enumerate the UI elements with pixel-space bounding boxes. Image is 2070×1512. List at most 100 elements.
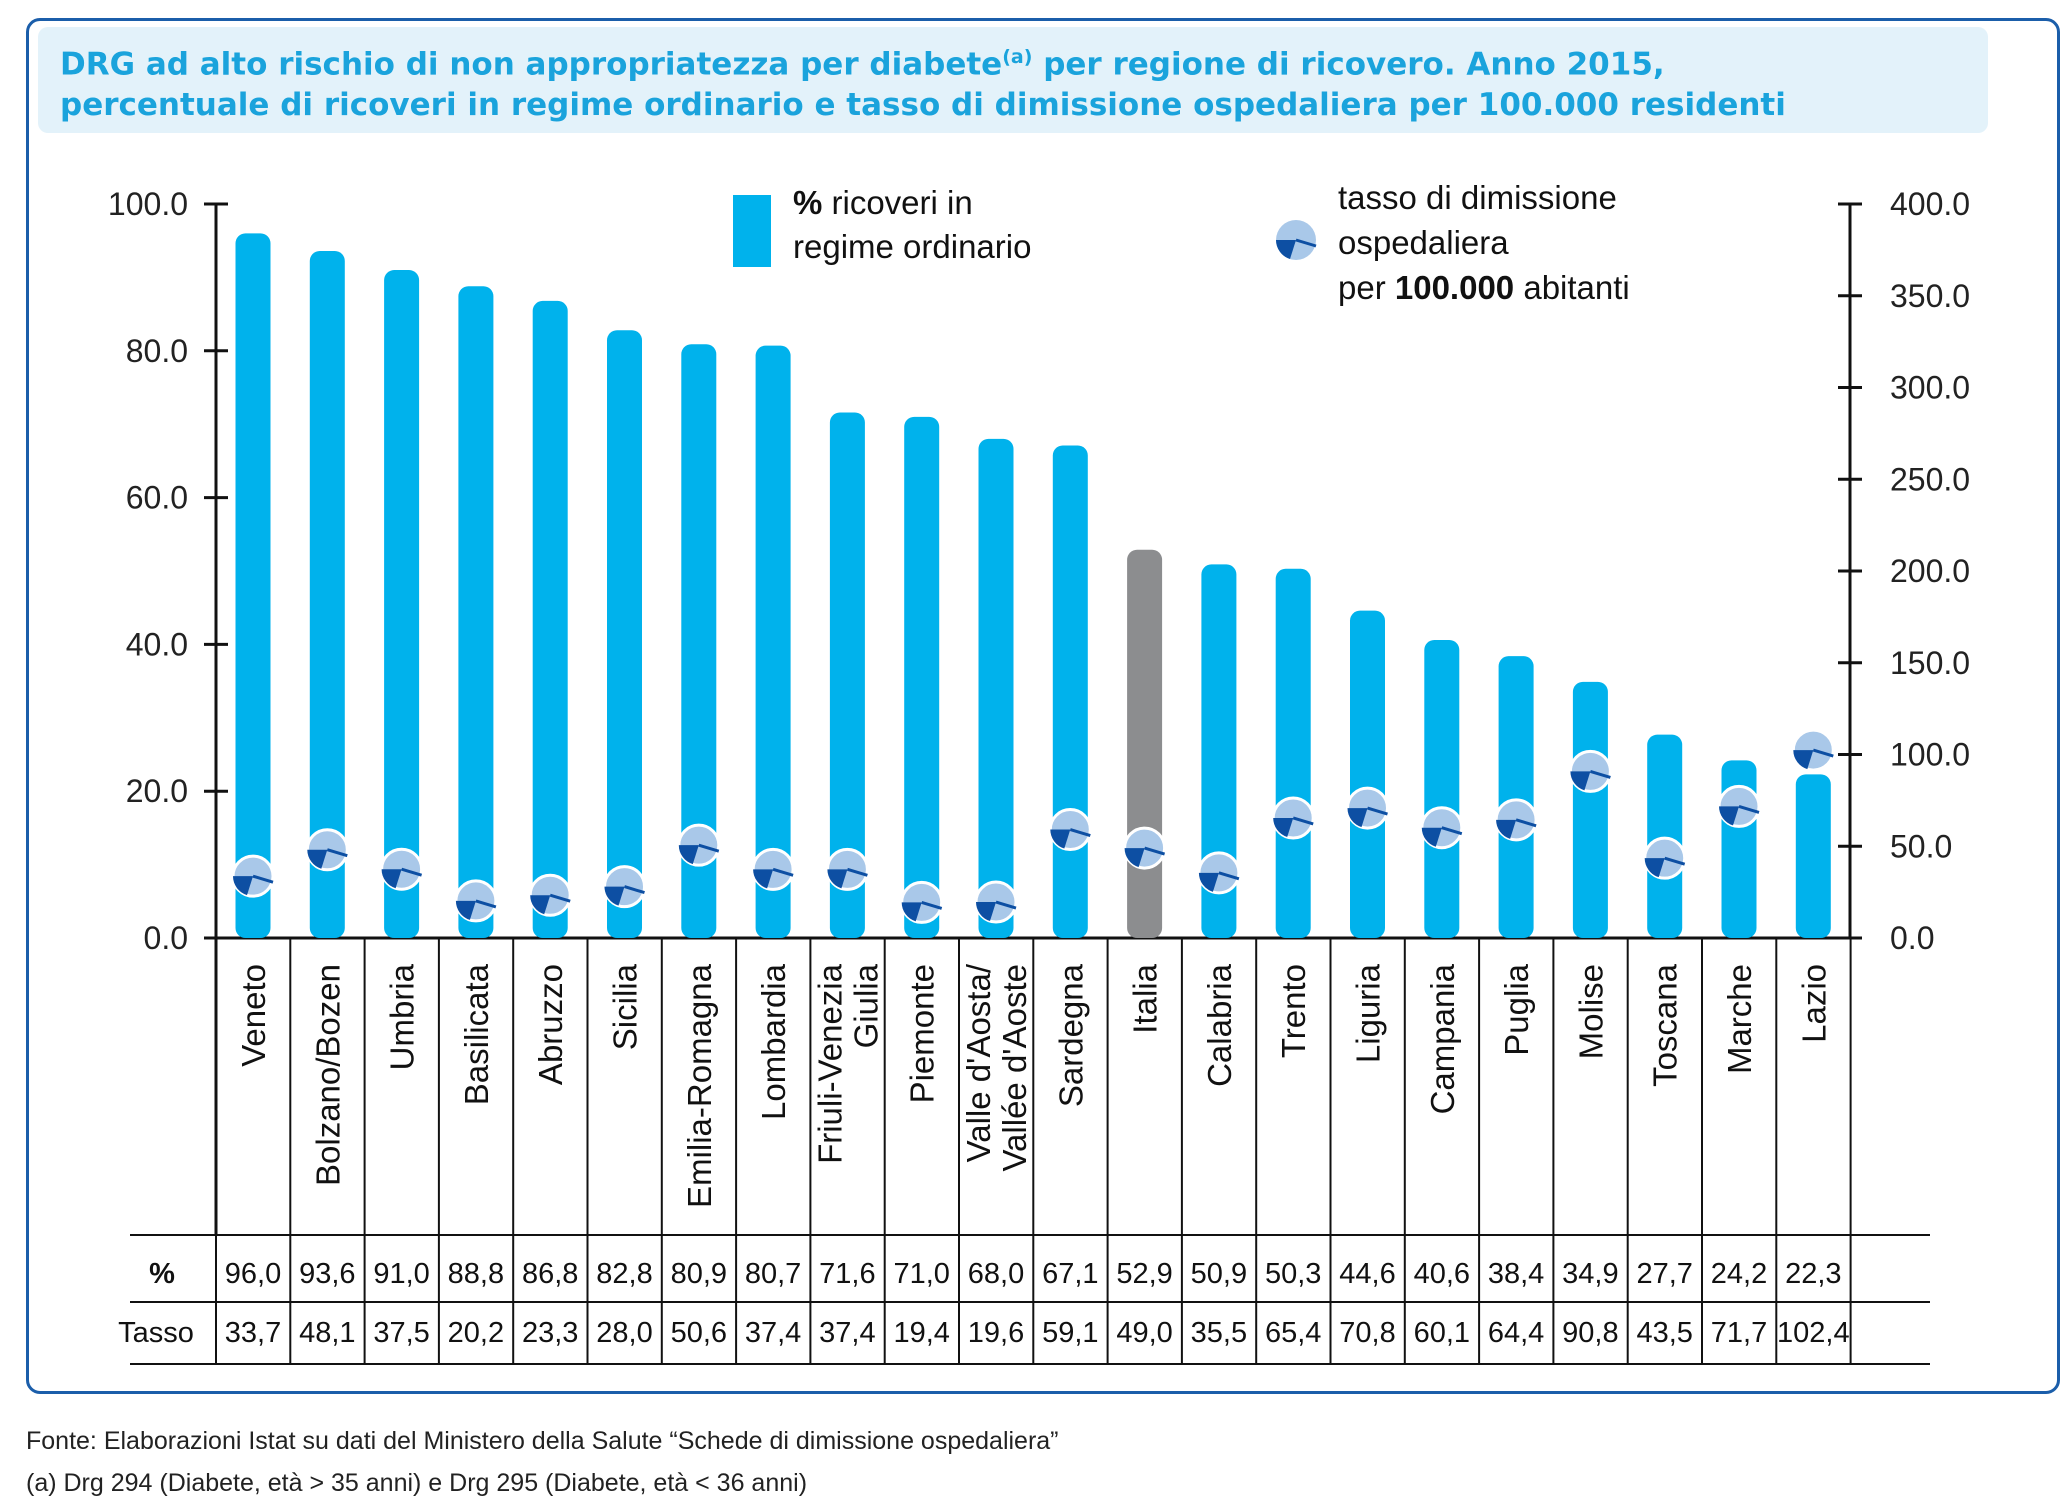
category-label: Marche: [1721, 964, 1758, 1074]
bar: [829, 412, 865, 938]
bars: [235, 233, 1831, 939]
rate-marker: [1271, 796, 1315, 840]
title-footnote-mark: (a): [1002, 46, 1033, 68]
rate-marker: [1197, 851, 1241, 895]
category-label: Bolzano/Bozen: [309, 964, 346, 1186]
chart-frame: [26, 18, 2060, 1394]
left-tick-label: 100.0: [108, 186, 188, 222]
table-cell-tasso: 35,5: [1191, 1317, 1247, 1349]
rate-marker: [231, 854, 275, 898]
category-label: Liguria: [1350, 963, 1387, 1063]
legend-bar-label-2: regime ordinario: [793, 228, 1031, 265]
category-label: Sicilia: [607, 963, 644, 1050]
title-line-1: DRG ad alto rischio di non appropriatezz…: [60, 37, 1786, 85]
right-tick-label: 100.0: [1890, 737, 1970, 773]
bar: [904, 416, 940, 938]
rate-marker: [528, 873, 572, 917]
table-cell-pct: 80,7: [745, 1258, 801, 1290]
title-box: [38, 27, 1988, 133]
left-tick-label: 0.0: [144, 920, 188, 956]
table-cell-pct: 52,9: [1116, 1258, 1172, 1290]
rate-marker: [900, 880, 944, 924]
bar: [384, 270, 420, 938]
legend-marker-icon: [1276, 220, 1317, 260]
rate-marker: [603, 865, 646, 909]
legend-bar-text: ricoveri in: [822, 184, 972, 221]
bar: [978, 438, 1014, 938]
source-note: Fonte: Elaborazioni Istat su dati del Mi…: [26, 1427, 1059, 1455]
table-cell-pct: 68,0: [968, 1258, 1024, 1290]
rate-marker: [1048, 808, 1092, 852]
table-cell-tasso: 48,1: [299, 1317, 355, 1349]
table-cell-pct: 24,2: [1711, 1258, 1767, 1290]
category-label: Lombardia: [755, 963, 792, 1120]
bar: [1350, 610, 1385, 938]
table-cell-pct: 93,6: [299, 1258, 355, 1290]
right-tick-label: 200.0: [1890, 553, 1970, 589]
bar: [1795, 774, 1831, 938]
bar: [458, 286, 494, 938]
bar: [235, 233, 271, 939]
legend: % ricoveri in regime ordinario tasso di …: [733, 179, 1630, 306]
rate-marker: [1123, 826, 1167, 870]
category-label: Friuli-VeneziaGiulia: [811, 963, 884, 1164]
category-label: Puglia: [1498, 963, 1535, 1055]
category-label: Emilia-Romagna: [681, 963, 718, 1208]
table-cell-tasso: 37,5: [373, 1317, 429, 1349]
table-cell-tasso: 49,0: [1116, 1317, 1172, 1349]
rate-marker: [677, 823, 721, 867]
table-cell-tasso: 19,4: [893, 1317, 949, 1349]
table-cell-pct: 40,6: [1414, 1258, 1470, 1290]
chart-title: DRG ad alto rischio di non appropriatezz…: [60, 37, 1786, 126]
category-label: Piemonte: [904, 964, 941, 1103]
bar: [1647, 734, 1683, 938]
legend-bar-swatch: [733, 195, 771, 267]
category-label: Toscana: [1647, 963, 1684, 1087]
bar: [755, 345, 791, 938]
table-cell-pct: 22,3: [1785, 1258, 1841, 1290]
left-tick-label: 80.0: [126, 333, 188, 369]
table-cell-tasso: 50,6: [671, 1317, 727, 1349]
table-cell-pct: 27,7: [1636, 1258, 1692, 1290]
category-label: Molise: [1572, 964, 1609, 1059]
category-label: Trento: [1275, 964, 1312, 1058]
right-tick-label: 150.0: [1890, 645, 1970, 681]
table-cell-tasso: 90,8: [1562, 1317, 1618, 1349]
category-label: Italia: [1127, 963, 1164, 1033]
rate-marker: [1346, 786, 1389, 830]
bar: [681, 344, 717, 939]
footer: Fonte: Elaborazioni Istat su dati del Mi…: [26, 1420, 1059, 1504]
table-cell-tasso: 28,0: [596, 1317, 652, 1349]
table-cell-tasso: 59,1: [1042, 1317, 1098, 1349]
rate-markers: [231, 728, 1835, 924]
legend-marker-label-2: ospedaliera: [1338, 224, 1509, 261]
table-cell-pct: 34,9: [1562, 1258, 1618, 1290]
category-label: Calabria: [1201, 963, 1238, 1087]
category-label: Sardegna: [1052, 963, 1089, 1107]
table-cell-tasso: 23,3: [522, 1317, 578, 1349]
table-cell-pct: 91,0: [373, 1258, 429, 1290]
legend-marker-bold: 100.000: [1395, 269, 1514, 306]
right-tick-label: 50.0: [1890, 828, 1952, 864]
rate-marker: [380, 847, 424, 891]
bar: [309, 250, 345, 938]
table-cell-pct: 82,8: [596, 1258, 652, 1290]
category-label: Valle d'Aosta/Vallée d'Aoste: [960, 963, 1033, 1171]
bar: [532, 300, 568, 938]
bar: [1275, 568, 1311, 938]
right-tick-label: 350.0: [1890, 278, 1970, 314]
table-row-label-tasso: Tasso: [118, 1317, 194, 1349]
rate-marker: [1568, 749, 1612, 793]
footnote: (a) Drg 294 (Diabete, età > 35 anni) e D…: [26, 1469, 808, 1497]
legend-bar-label-1: % ricoveri in: [793, 184, 973, 221]
legend-marker-post: abitanti: [1514, 269, 1630, 306]
table-cell-tasso: 43,5: [1636, 1317, 1692, 1349]
table-cell-pct: 80,9: [671, 1258, 727, 1290]
table-cell-pct: 88,8: [448, 1258, 504, 1290]
legend-marker-pre: per: [1338, 269, 1395, 306]
table-cell-tasso: 65,4: [1265, 1317, 1321, 1349]
right-tick-label: 400.0: [1890, 186, 1970, 222]
rate-marker: [974, 880, 1018, 924]
table-cell-pct: 96,0: [225, 1258, 281, 1290]
table-cell-tasso: 20,2: [448, 1317, 504, 1349]
